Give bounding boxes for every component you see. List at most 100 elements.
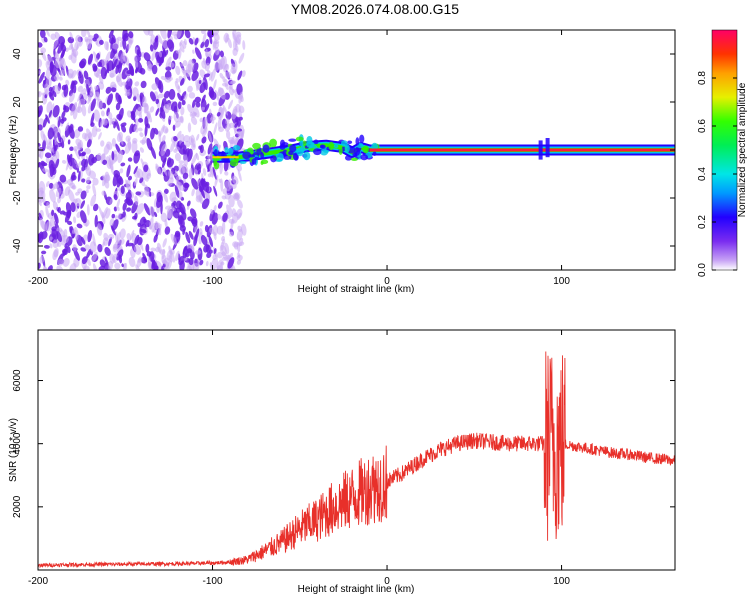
noise-blob: [145, 243, 150, 253]
noise-blob: [138, 127, 143, 132]
noise-blob: [64, 122, 69, 132]
noise-blob: [81, 158, 87, 167]
snr-axes: -200 -100 0 100 2000 4000 6000: [12, 330, 675, 587]
noise-blob: [42, 139, 46, 151]
noise-blob: [134, 81, 140, 87]
noise-blob: [212, 224, 219, 236]
noise-blob: [134, 55, 139, 68]
noise-blob: [225, 118, 230, 125]
noise-blob: [113, 121, 117, 129]
noise-blob: [116, 132, 123, 142]
noise-blob: [76, 163, 80, 169]
noise-blob: [42, 197, 46, 204]
noise-blob: [199, 117, 204, 123]
noise-blob: [149, 206, 156, 218]
noise-blob: [209, 249, 213, 254]
noise-blob: [228, 122, 235, 129]
noise-blob: [181, 99, 186, 106]
noise-blob: [118, 254, 123, 264]
noise-blob: [63, 104, 67, 111]
signal-blob: [303, 151, 311, 161]
noise-blob: [201, 94, 206, 104]
noise-blob: [174, 152, 182, 162]
noise-blob: [167, 259, 172, 270]
colorbar-tick-label: 0.4: [697, 167, 708, 181]
noise-blob: [131, 110, 136, 116]
noise-blob: [117, 212, 121, 220]
noise-blob: [142, 252, 148, 263]
noise-blob: [69, 226, 72, 234]
noise-blob: [205, 260, 209, 267]
noise-blob: [236, 241, 241, 253]
noise-blob: [81, 178, 86, 183]
noise-blob: [209, 227, 215, 235]
noise-blob: [59, 69, 66, 77]
noise-blob: [93, 263, 98, 270]
noise-blob: [178, 116, 184, 123]
signal-blob: [299, 140, 304, 147]
noise-blob: [199, 259, 204, 266]
noise-blob: [197, 77, 201, 84]
noise-blob: [224, 92, 230, 100]
signal-blob: [269, 138, 278, 148]
noise-blob: [115, 102, 121, 111]
signal-blob: [320, 144, 326, 149]
spectrogram-xlabel: Height of straight line (km): [298, 284, 415, 295]
noise-blob: [98, 132, 102, 140]
noise-blob: [42, 168, 49, 173]
noise-blob: [73, 216, 77, 224]
noise-blob: [203, 116, 208, 131]
noise-blob: [122, 211, 126, 218]
noise-blob: [143, 203, 151, 216]
noise-blob: [241, 70, 246, 78]
noise-blob: [186, 265, 192, 270]
noise-blob: [228, 99, 234, 110]
noise-blob: [162, 49, 166, 59]
noise-blob: [86, 128, 93, 141]
noise-blob: [200, 234, 208, 246]
y-tick-label: 0: [12, 147, 23, 153]
noise-blob: [179, 78, 185, 86]
noise-blob: [86, 30, 91, 38]
noise-blob: [77, 126, 84, 132]
noise-blob: [204, 103, 210, 113]
noise-blob: [180, 106, 185, 116]
noise-blob: [132, 215, 137, 220]
noise-blob: [77, 85, 84, 93]
noise-blob: [169, 115, 173, 120]
noise-blob: [153, 211, 158, 218]
noise-blob: [175, 65, 181, 76]
noise-blob: [208, 235, 214, 248]
noise-blob: [115, 92, 122, 105]
noise-blob: [49, 243, 53, 249]
noise-blob: [205, 160, 211, 164]
noise-blob: [63, 84, 69, 98]
noise-blob: [131, 140, 138, 154]
noise-blob: [58, 36, 66, 45]
noise-blob: [151, 222, 156, 233]
noise-blob: [217, 213, 222, 220]
noise-blob: [72, 80, 78, 86]
noise-blob: [82, 88, 87, 95]
noise-blob: [144, 104, 149, 114]
noise-blob: [187, 85, 193, 93]
noise-blob: [113, 253, 118, 258]
signal-blob: [229, 159, 239, 167]
x-tick-label: 0: [384, 576, 390, 587]
noise-blob: [100, 66, 107, 80]
noise-blob: [121, 81, 127, 86]
noise-blob: [191, 178, 199, 190]
noise-blob: [188, 167, 193, 180]
noise-blob: [92, 37, 97, 42]
noise-blob: [214, 46, 219, 56]
noise-blob: [41, 162, 48, 167]
noise-blob: [96, 152, 102, 161]
signal-blob: [356, 144, 364, 149]
noise-blob: [165, 56, 172, 68]
noise-blob: [205, 49, 208, 57]
signal-blob: [227, 147, 234, 155]
noise-blob: [238, 52, 245, 64]
noise-blob: [186, 200, 191, 207]
noise-blob: [102, 118, 108, 126]
signal-blob: [260, 159, 269, 165]
